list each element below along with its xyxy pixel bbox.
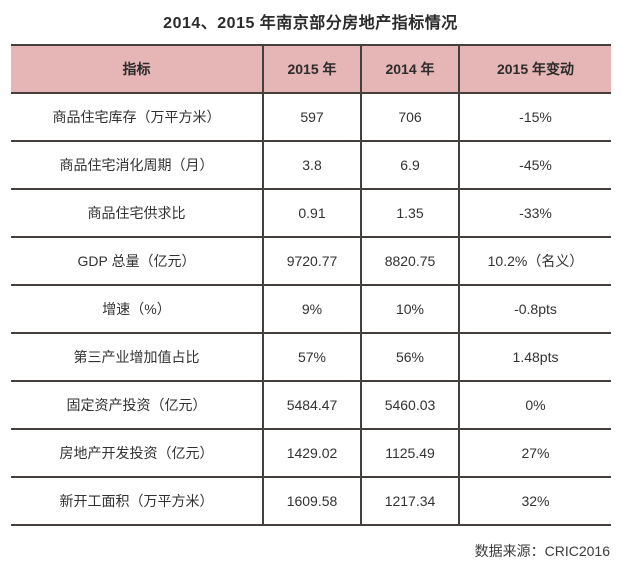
change-2015-cell: 27% bbox=[458, 428, 611, 478]
value-2014-cell: 1.35 bbox=[360, 188, 459, 238]
indicator-label-cell: GDP 总量（亿元） bbox=[11, 236, 263, 286]
column-header-2014: 2014 年 bbox=[360, 44, 459, 94]
indicator-label-cell: 商品住宅库存（万平方米） bbox=[11, 92, 263, 142]
table-row: 商品住宅消化周期（月） 3.8 6.9 -45% bbox=[11, 140, 611, 190]
value-2015-cell: 1609.58 bbox=[262, 476, 361, 526]
change-2015-cell: 1.48pts bbox=[458, 332, 611, 382]
value-2014-cell: 8820.75 bbox=[360, 236, 459, 286]
indicator-label-cell: 增速（%） bbox=[11, 284, 263, 334]
value-2014-cell: 1217.34 bbox=[360, 476, 459, 526]
change-2015-cell: 10.2%（名义） bbox=[458, 236, 611, 286]
change-2015-cell: -33% bbox=[458, 188, 611, 238]
table-row: 增速（%） 9% 10% -0.8pts bbox=[11, 284, 611, 334]
value-2015-cell: 597 bbox=[262, 92, 361, 142]
value-2015-cell: 9% bbox=[262, 284, 361, 334]
value-2015-cell: 1429.02 bbox=[262, 428, 361, 478]
value-2015-cell: 3.8 bbox=[262, 140, 361, 190]
column-header-change: 2015 年变动 bbox=[458, 44, 611, 94]
indicator-label-cell: 新开工面积（万平方米） bbox=[11, 476, 263, 526]
value-2014-cell: 6.9 bbox=[360, 140, 459, 190]
table-row: 商品住宅库存（万平方米） 597 706 -15% bbox=[11, 92, 611, 142]
header-row: 指标 2015 年 2014 年 2015 年变动 bbox=[11, 44, 611, 94]
value-2015-cell: 57% bbox=[262, 332, 361, 382]
data-source-note: 数据来源：CRIC2016 bbox=[474, 543, 610, 559]
change-2015-cell: -15% bbox=[458, 92, 611, 142]
table-row: 商品住宅供求比 0.91 1.35 -33% bbox=[11, 188, 611, 238]
table-row: GDP 总量（亿元） 9720.77 8820.75 10.2%（名义） bbox=[11, 236, 611, 286]
value-2014-cell: 5460.03 bbox=[360, 380, 459, 430]
change-2015-cell: 32% bbox=[458, 476, 611, 526]
page-title: 2014、2015 年南京部分房地产指标情况 bbox=[163, 15, 458, 32]
value-2014-cell: 56% bbox=[360, 332, 459, 382]
table-row: 第三产业增加值占比 57% 56% 1.48pts bbox=[11, 332, 611, 382]
indicators-table: 指标 2015 年 2014 年 2015 年变动 商品住宅库存（万平方米） 5… bbox=[11, 44, 611, 526]
value-2014-cell: 10% bbox=[360, 284, 459, 334]
column-header-indicator: 指标 bbox=[11, 44, 263, 94]
value-2015-cell: 9720.77 bbox=[262, 236, 361, 286]
value-2014-cell: 706 bbox=[360, 92, 459, 142]
value-2015-cell: 0.91 bbox=[262, 188, 361, 238]
indicator-label-cell: 商品住宅供求比 bbox=[11, 188, 263, 238]
value-2015-cell: 5484.47 bbox=[262, 380, 361, 430]
indicator-label-cell: 第三产业增加值占比 bbox=[11, 332, 263, 382]
change-2015-cell: 0% bbox=[458, 380, 611, 430]
value-2014-cell: 1125.49 bbox=[360, 428, 459, 478]
table-row: 固定资产投资（亿元） 5484.47 5460.03 0% bbox=[11, 380, 611, 430]
table-row: 房地产开发投资（亿元） 1429.02 1125.49 27% bbox=[11, 428, 611, 478]
indicator-label-cell: 商品住宅消化周期（月） bbox=[11, 140, 263, 190]
column-header-2015: 2015 年 bbox=[262, 44, 361, 94]
table-row: 新开工面积（万平方米） 1609.58 1217.34 32% bbox=[11, 476, 611, 526]
change-2015-cell: -0.8pts bbox=[458, 284, 611, 334]
indicator-label-cell: 固定资产投资（亿元） bbox=[11, 380, 263, 430]
change-2015-cell: -45% bbox=[458, 140, 611, 190]
indicator-label-cell: 房地产开发投资（亿元） bbox=[11, 428, 263, 478]
